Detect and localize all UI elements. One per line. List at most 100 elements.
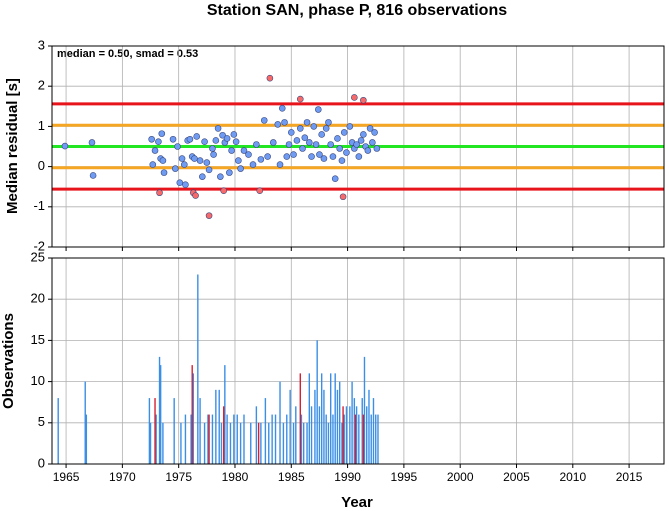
point [181, 161, 188, 168]
x-tick-label: 1980 [222, 470, 249, 484]
y-tick-label: -2 [33, 238, 45, 253]
point [339, 193, 347, 201]
point [191, 155, 198, 162]
point [230, 131, 238, 138]
point [315, 106, 322, 113]
point [357, 137, 365, 144]
point [281, 119, 288, 126]
point [364, 147, 372, 154]
point [235, 157, 242, 164]
x-tick-label: 1975 [165, 470, 192, 484]
point [336, 145, 344, 152]
point [329, 153, 337, 160]
point [201, 138, 208, 145]
point [178, 155, 186, 162]
point [366, 125, 374, 132]
point [209, 145, 216, 152]
point [260, 117, 268, 124]
point [176, 179, 184, 186]
point [296, 95, 304, 103]
point [159, 157, 167, 164]
point [158, 130, 166, 137]
point [172, 165, 179, 172]
annotation: median = 0.50, smad = 0.53 [57, 48, 198, 60]
point [351, 94, 358, 101]
chart-title: Station SAN, phase P, 816 observations [207, 2, 507, 19]
point [240, 147, 248, 154]
point [205, 166, 213, 174]
point [331, 175, 339, 182]
point [322, 125, 330, 132]
point [266, 74, 274, 82]
point [253, 141, 260, 148]
point [257, 156, 265, 163]
point [151, 147, 159, 154]
y-tick-label: 5 [38, 414, 45, 429]
point [274, 121, 282, 128]
point [353, 141, 360, 148]
x-axis-title: Year [341, 494, 373, 511]
y-axis-title: Median residual [s] [4, 78, 21, 214]
point [237, 165, 244, 172]
point [88, 139, 96, 146]
y-axis-title: Observations [0, 313, 17, 409]
y-tick-label: 10 [31, 373, 45, 388]
y-tick-label: 20 [31, 291, 45, 306]
point [256, 187, 264, 195]
point [346, 123, 354, 130]
point [219, 131, 226, 139]
point [373, 145, 381, 152]
point [89, 172, 97, 179]
x-tick-label: 1990 [334, 470, 361, 484]
y-tick-label: 0 [38, 455, 45, 470]
point [212, 137, 220, 144]
point [155, 138, 162, 145]
y-tick-label: -1 [33, 198, 45, 213]
x-tick-label: 1965 [53, 470, 80, 484]
point [340, 129, 348, 136]
point [192, 192, 199, 199]
y-tick-label: 25 [31, 249, 45, 264]
point [149, 161, 157, 168]
x-tick-label: 2005 [503, 470, 530, 484]
point [156, 189, 163, 197]
y-tick-label: 3 [38, 37, 45, 52]
plot-frame [51, 257, 665, 465]
x-tick-label: 2000 [447, 470, 474, 484]
point [276, 161, 284, 168]
point [228, 147, 235, 154]
y-tick-label: 2 [38, 78, 45, 93]
point [287, 129, 295, 136]
point [338, 157, 346, 164]
point [299, 145, 306, 152]
point [199, 173, 206, 180]
point [343, 149, 350, 156]
y-tick-label: 15 [31, 332, 45, 347]
point [203, 159, 211, 166]
point [371, 129, 378, 136]
point [269, 139, 277, 146]
point [303, 119, 311, 126]
point [285, 141, 293, 148]
point [174, 143, 181, 150]
point [210, 151, 217, 158]
x-tick-label: 1970 [109, 470, 136, 484]
point [293, 137, 301, 144]
point [193, 133, 200, 140]
point [360, 96, 367, 104]
point [148, 135, 155, 143]
x-tick-label: 2015 [616, 470, 643, 484]
point [320, 155, 328, 162]
point [160, 169, 168, 176]
point [245, 151, 252, 158]
x-tick-label: 2010 [559, 470, 586, 484]
point [186, 135, 194, 143]
point [283, 153, 291, 160]
point [312, 141, 320, 148]
point [264, 153, 271, 160]
point [249, 161, 257, 168]
point [278, 105, 286, 112]
point [360, 131, 367, 138]
point [290, 151, 297, 158]
